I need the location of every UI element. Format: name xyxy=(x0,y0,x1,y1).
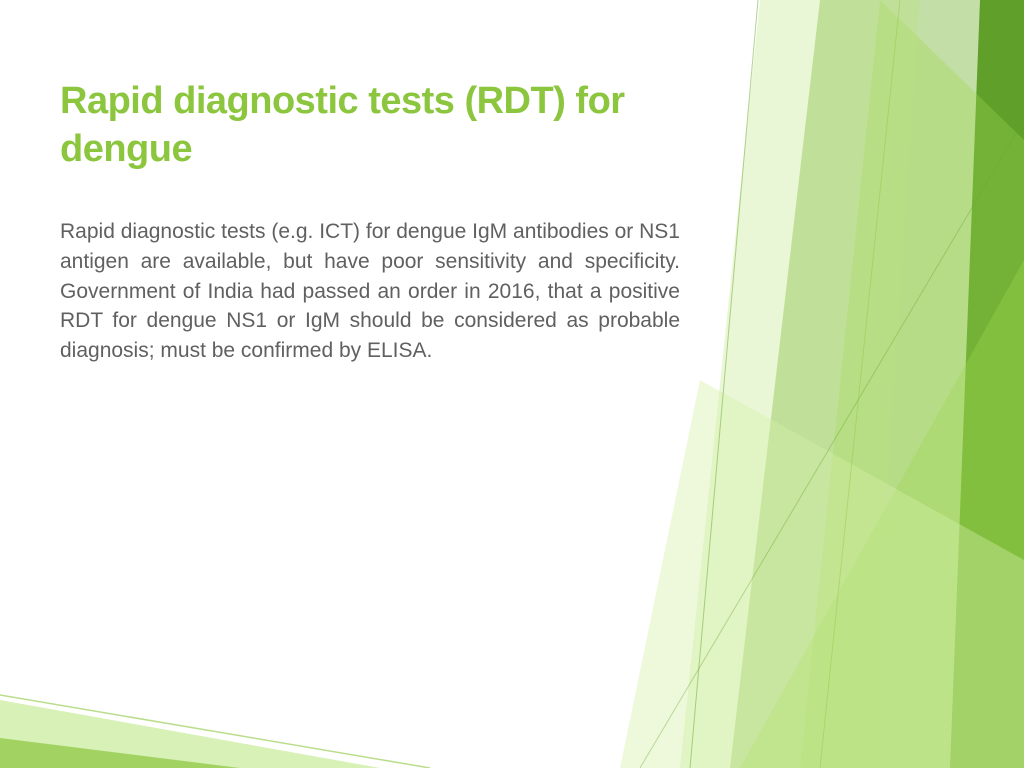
slide-content: Rapid diagnostic tests (RDT) for dengue … xyxy=(0,0,1024,426)
slide-body: Rapid diagnostic tests (e.g. ICT) for de… xyxy=(60,217,680,366)
slide-title: Rapid diagnostic tests (RDT) for dengue xyxy=(60,78,724,173)
